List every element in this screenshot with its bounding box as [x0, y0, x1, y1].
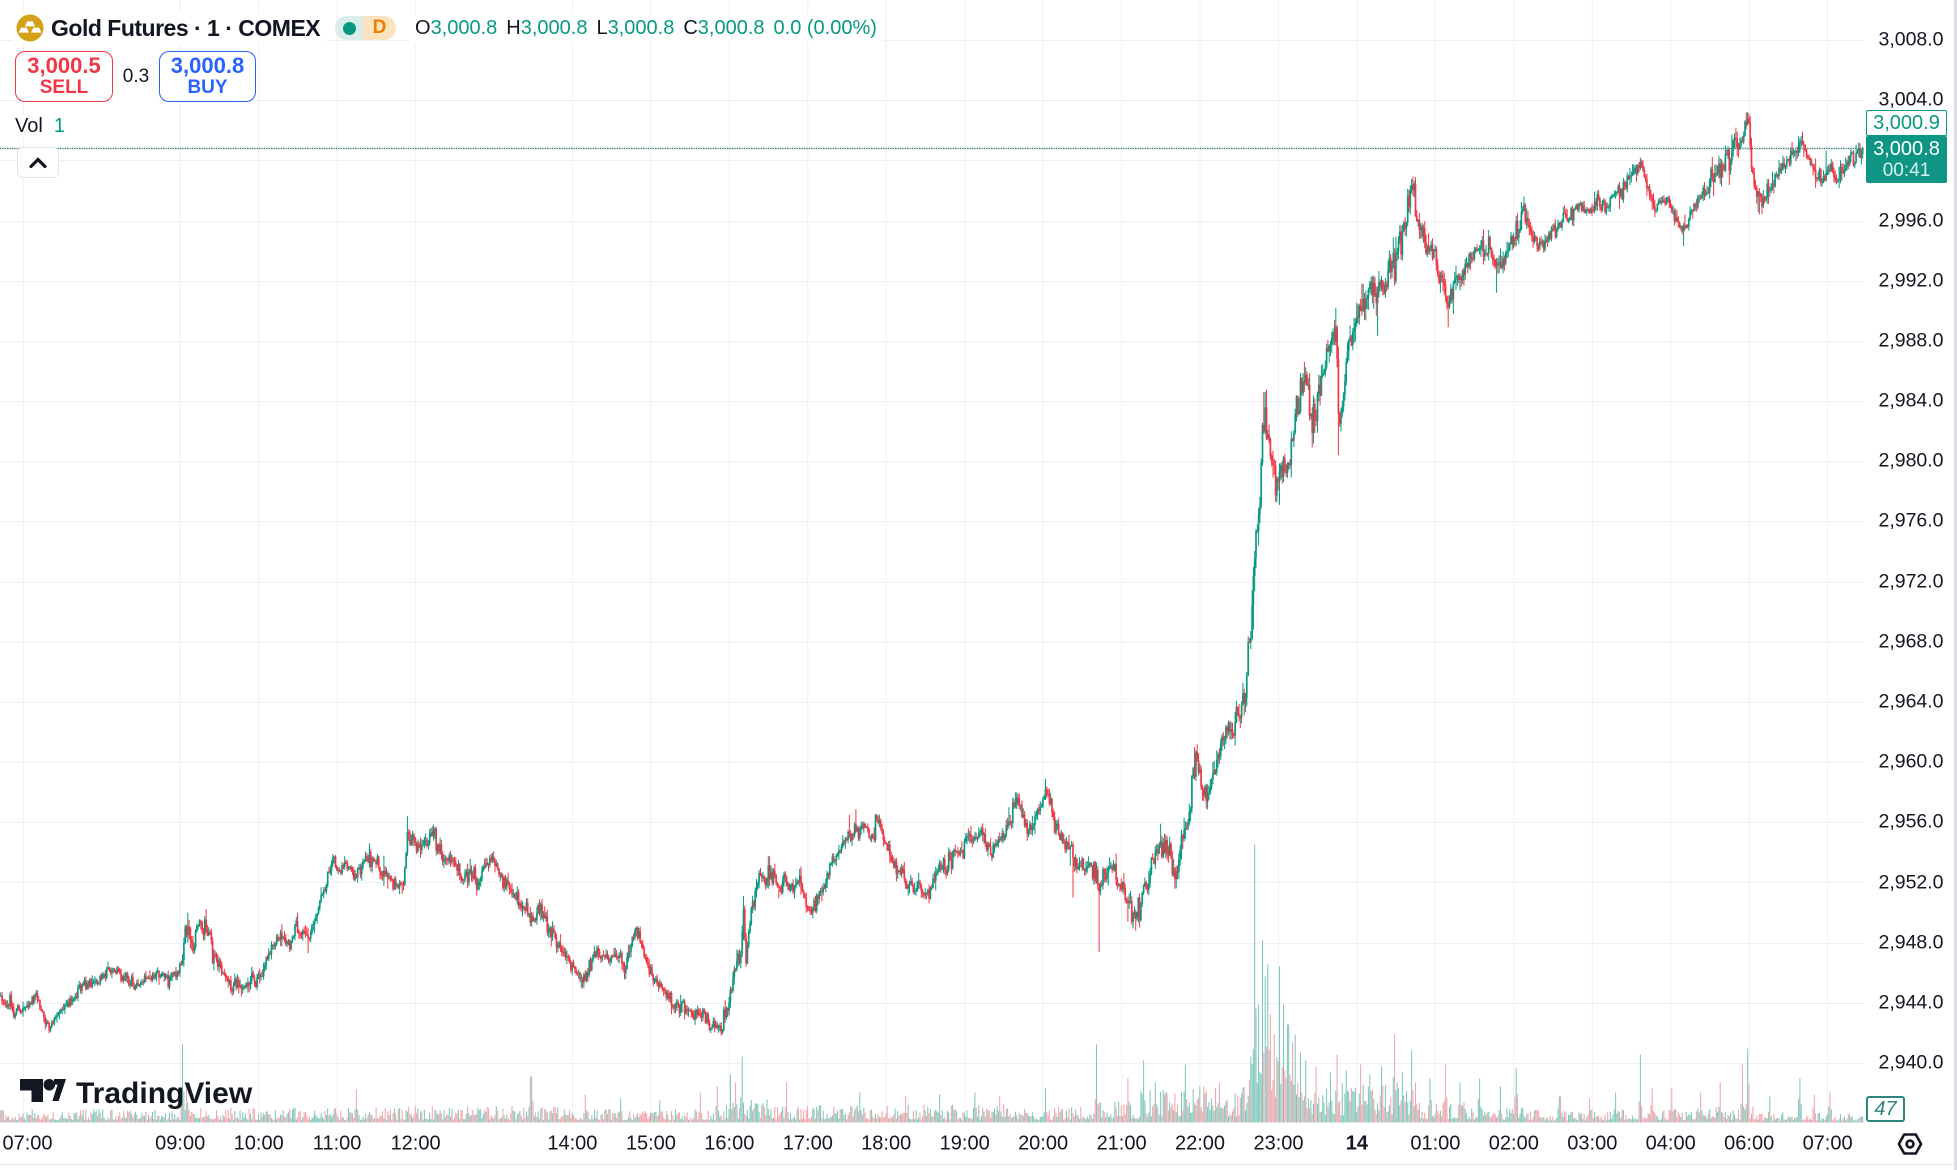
svg-text:TradingView: TradingView	[76, 1077, 253, 1110]
